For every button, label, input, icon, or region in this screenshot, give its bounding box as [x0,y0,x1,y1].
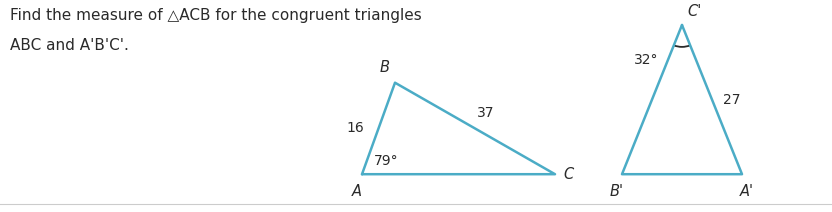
Text: Find the measure of △ACB for the congruent triangles: Find the measure of △ACB for the congrue… [10,8,422,23]
Text: 79°: 79° [374,154,399,168]
Text: B: B [380,60,390,75]
Text: C: C [563,167,573,182]
Text: A: A [352,184,362,199]
Text: A': A' [740,184,754,199]
Text: 16: 16 [347,121,364,135]
Text: B': B' [610,184,624,199]
Text: 32°: 32° [634,53,658,67]
Text: ABC and A'B'C'.: ABC and A'B'C'. [10,38,129,53]
Text: 37: 37 [477,106,494,120]
Text: 27: 27 [723,93,740,107]
Text: C': C' [687,4,701,19]
